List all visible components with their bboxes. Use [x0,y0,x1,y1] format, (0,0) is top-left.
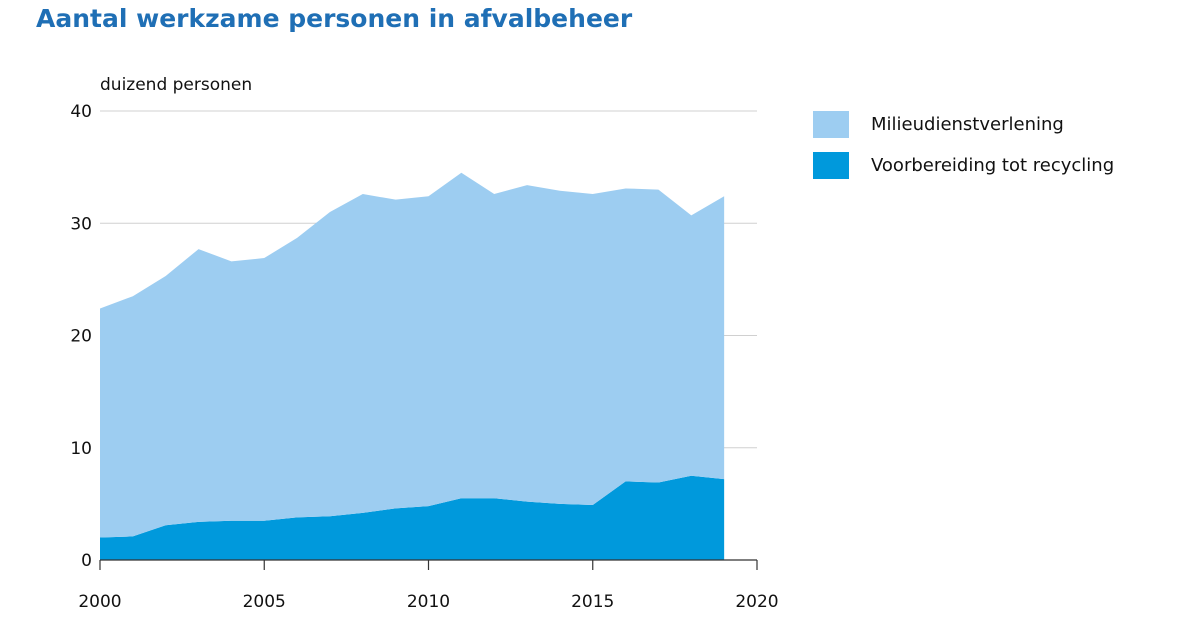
axes [99,559,758,570]
x-tick-label-2005: 2005 [243,592,286,612]
legend-swatch-voorbereiding-tot-recycling [813,151,849,179]
y-tick-label-10: 10 [70,439,92,459]
x-tick-label-2000: 2000 [78,592,121,612]
x-tick-label-2010: 2010 [407,592,450,612]
legend: Milieudienstverlening Voorbereiding tot r… [813,110,1114,192]
chart-title: Aantal werkzame personen in afvalbeheer [36,4,633,33]
legend-label-milieudienstverlening: Milieudienstverlening [871,113,1064,135]
legend-label-voorbereiding-tot-recycling: Voorbereiding tot recycling [871,154,1115,176]
x-tick-label-2015: 2015 [571,592,614,612]
x-tick-label-2020: 2020 [735,592,778,612]
y-tick-label-20: 20 [70,327,92,347]
tick-labels: 2000 2005 2010 2015 2020 0 10 20 30 40 [70,102,778,612]
legend-item-voorbereiding-tot-recycling: Voorbereiding tot recycling [813,151,1114,179]
y-tick-label-0: 0 [81,551,92,571]
y-axis-label: duizend personen [100,75,252,95]
area-voorbereiding-tot-recycling [100,475,725,560]
series-areas [100,172,725,560]
legend-item-milieudienstverlening: Milieudienstverlening [813,110,1114,138]
area-milieudienstverlening [100,172,725,538]
y-tick-label-30: 30 [70,214,92,234]
legend-swatch-milieudienstverlening [813,110,849,138]
y-tick-label-40: 40 [70,102,92,122]
